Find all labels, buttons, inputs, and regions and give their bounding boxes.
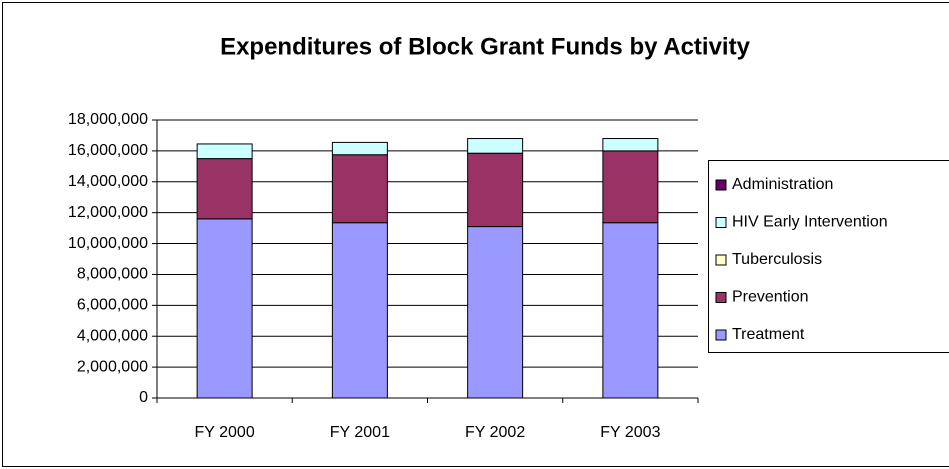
x-tick-label: FY 2001 <box>330 424 390 441</box>
y-tick-label: 18,000,000 <box>68 111 148 128</box>
chart-title: Expenditures of Block Grant Funds by Act… <box>220 33 751 60</box>
bar-segment <box>331 154 388 224</box>
x-tick-label: FY 2002 <box>465 424 525 441</box>
y-tick-label: 0 <box>139 389 148 406</box>
legend-swatch <box>715 254 727 266</box>
bar-segment <box>196 143 253 160</box>
y-tick-label: 14,000,000 <box>68 173 148 190</box>
y-tick-label: 12,000,000 <box>68 204 148 221</box>
legend-swatch <box>715 179 727 191</box>
x-tick-label: FY 2000 <box>195 424 255 441</box>
y-tick-label: 16,000,000 <box>68 142 148 159</box>
legend-swatch <box>715 217 727 228</box>
y-tick-label: 2,000,000 <box>77 358 148 375</box>
bar-segment <box>467 138 524 154</box>
legend-label: Treatment <box>732 326 805 343</box>
legend-label: Tuberculosis <box>732 251 822 268</box>
x-tick-label: FY 2003 <box>600 424 660 441</box>
bar-segment <box>331 222 388 399</box>
y-tick-label: 4,000,000 <box>77 327 148 344</box>
legend-label: HIV Early Intervention <box>732 214 888 231</box>
y-tick-label: 10,000,000 <box>68 235 148 252</box>
legend-swatch <box>715 329 727 341</box>
y-tick-label: 6,000,000 <box>77 297 148 314</box>
legend-label: Administration <box>732 176 833 193</box>
bar-segment <box>331 141 388 156</box>
bar-segment <box>467 226 524 399</box>
bar-segment <box>602 222 659 399</box>
legend-label: Prevention <box>732 289 809 306</box>
bar-segment <box>602 150 659 224</box>
y-tick-label: 8,000,000 <box>77 266 148 283</box>
bar-segment <box>196 218 253 399</box>
legend-swatch <box>715 292 727 303</box>
legend-box <box>708 160 949 353</box>
bar-segment <box>602 138 659 152</box>
bar-segment <box>467 152 524 228</box>
bar-segment <box>196 158 253 220</box>
